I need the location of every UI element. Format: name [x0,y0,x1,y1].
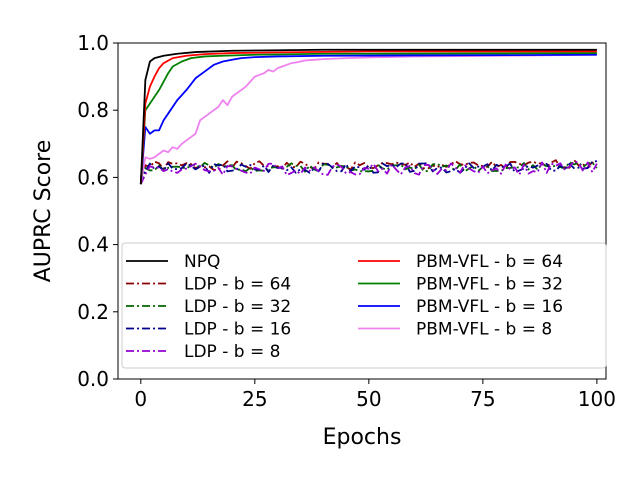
legend-label-2: LDP - b = 32 [184,297,291,317]
series-line-3 [139,160,597,185]
x-tick-label-3: 75 [470,387,495,411]
series-line-7 [139,53,597,185]
x-tick-label-1: 25 [242,387,267,411]
y-tick-label-0: 0.0 [77,367,109,391]
legend-label-3: LDP - b = 16 [184,320,291,340]
legend-label-7: PBM-VFL - b = 16 [416,297,563,317]
ticks-layer: 0 25 50 75 100 0.0 0.2 0.4 0.6 0.8 1.0 [77,31,616,411]
series-line-6 [139,52,597,185]
series-line-1 [139,159,598,185]
y-tick-label-3: 0.6 [77,165,109,189]
x-tick-label-0: 0 [134,387,147,411]
legend-label-5: PBM-VFL - b = 64 [416,252,563,272]
series-layer [139,48,598,185]
plot-frame [117,42,607,380]
series-line-5 [139,50,597,185]
y-axis-label: AUPRC Score [31,140,56,283]
legend-label-4: LDP - b = 8 [184,342,280,362]
x-tick-label-4: 100 [578,387,616,411]
legend-label-1: LDP - b = 64 [184,275,291,295]
y-tick-label-1: 0.2 [77,300,109,324]
legend-label-8: PBM-VFL - b = 8 [416,320,552,340]
y-tick-label-5: 1.0 [77,31,109,55]
x-tick-label-2: 50 [356,387,381,411]
legend-label-0: NPQ [184,252,220,272]
legend-label-6: PBM-VFL - b = 32 [416,275,563,295]
x-axis-label: Epochs [323,425,402,450]
series-line-4 [139,160,598,185]
y-tick-label-4: 0.8 [77,98,109,122]
y-tick-label-2: 0.4 [77,233,109,257]
series-line-0 [139,48,597,185]
series-line-8 [139,53,597,185]
